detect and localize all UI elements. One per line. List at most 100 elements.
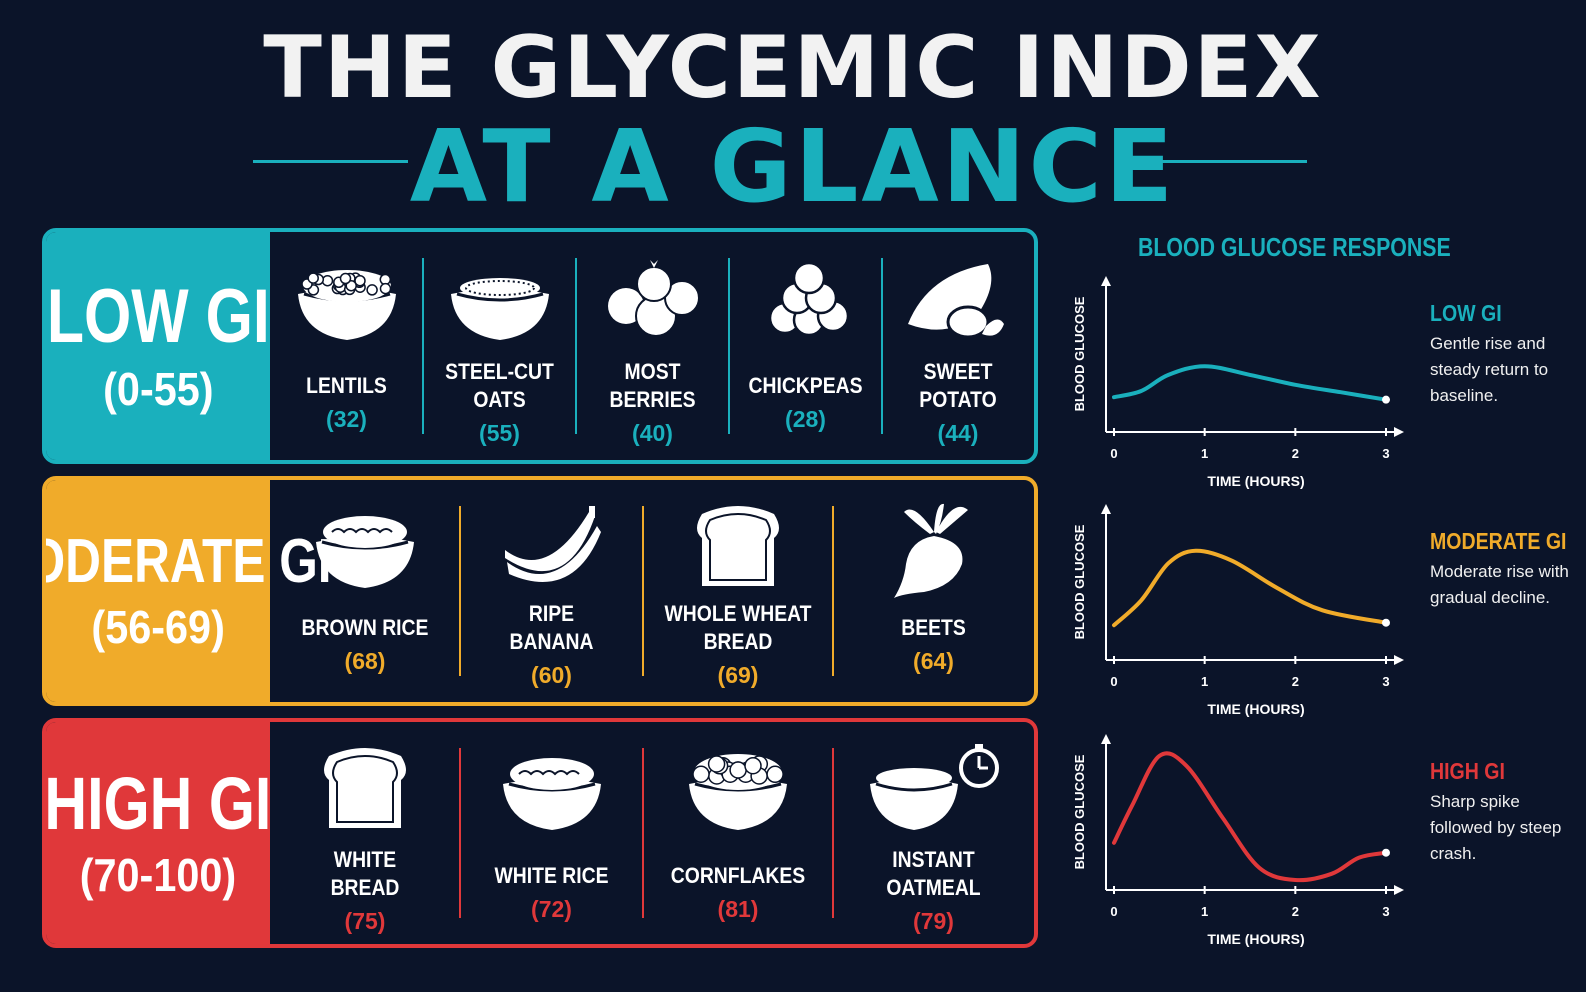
berries-icon [598,254,708,349]
food-label: BEETS [901,615,966,640]
glucose-curve-high [1112,751,1388,883]
x-tick-label: 0 [1110,674,1117,689]
item-divider [459,506,461,676]
category-badge-high: HIGH GI (70-100) [44,722,272,944]
item-divider [422,258,424,434]
gi-value: (69) [717,662,759,688]
title-line-1: THE GLYCEMIC INDEX [263,18,1323,118]
gi-value: (79) [913,908,954,934]
item-divider [642,748,644,918]
x-axis-label: TIME (HOURS) [1207,473,1304,489]
food-label: MOST BERRIES [609,359,696,412]
response-note-title: HIGH GI [1430,758,1505,784]
item-divider [728,258,730,434]
item-divider [575,258,577,434]
bread-slice-icon [315,744,415,839]
x-tick-label: 3 [1382,446,1389,461]
food-item: INSTANT OATMEAL (79) [833,722,1034,944]
panel-high: HIGH GI (70-100) WHITE BREAD (75) WHITE RICE (… [42,718,1038,948]
gi-value: (40) [632,420,673,446]
y-axis-label: BLOOD GLUCOSE [1072,524,1087,639]
food-label: INSTANT OATMEAL [886,847,981,900]
response-note-desc: Sharp spike followed by steep crash. [1430,792,1562,863]
food-item: BROWN RICE (68) [270,480,460,702]
oatmeal-stopwatch-icon [864,744,1004,839]
category-range: (56-69) [91,601,225,653]
glucose-chart-low: 0 1 2 3 TIME (HOURS) BLOOD GLUCOSE [1072,276,1404,489]
category-range: (70-100) [79,849,237,901]
food-label: CORNFLAKES [670,863,806,888]
oats-bowl-icon [445,254,555,349]
gi-value: (72) [531,896,572,922]
curve-end-point [1382,395,1390,404]
x-tick-label: 1 [1201,446,1208,461]
title-rule-right [1152,160,1307,163]
y-axis-arrow [1101,734,1111,744]
food-item: CORNFLAKES (81) [643,722,833,944]
gi-value: (28) [785,406,826,432]
bread-slice-icon [688,502,788,597]
title-line-2: AT A GLANCE [409,108,1177,225]
item-divider [642,506,644,676]
glucose-chart-high: 0 1 2 3 TIME (HOURS) BLOOD GLUCOSE [1072,734,1404,947]
gi-value: (44) [937,420,979,446]
item-divider [881,258,883,434]
food-label: BROWN RICE [301,615,429,640]
gi-value: (55) [479,420,520,446]
x-tick-label: 2 [1292,674,1299,689]
x-tick-label: 3 [1382,674,1389,689]
x-tick-label: 0 [1110,446,1117,461]
category-name: LOW GI [46,274,270,359]
gi-value: (64) [913,648,954,674]
food-item: RIPE BANANA (60) [460,480,643,702]
food-item: WHITE BREAD (75) [270,722,460,944]
y-axis-label: BLOOD GLUCOSE [1072,296,1087,411]
banana-icon [497,502,607,597]
food-label: LENTILS [306,373,387,398]
x-axis-arrow [1394,885,1404,895]
gi-value: (75) [344,908,386,934]
food-label: WHOLE WHEAT BREAD [664,601,812,654]
response-note-high: HIGH GI Sharp spike followed by steep cra… [1430,758,1580,867]
response-note-title: LOW GI [1430,300,1502,326]
x-tick-label: 1 [1201,674,1208,689]
x-axis-label: TIME (HOURS) [1207,701,1304,717]
food-item: WHOLE WHEAT BREAD (69) [643,480,833,702]
response-note-low: LOW GI Gentle rise and steady return to b… [1430,300,1580,409]
gi-value: (32) [326,406,367,432]
chickpeas-icon [751,254,861,349]
rice-bowl-icon [497,744,607,839]
food-label: CHICKPEAS [748,373,863,398]
y-axis-arrow [1101,504,1111,514]
food-label: RIPE BANANA [509,601,594,654]
item-divider [832,748,834,918]
item-divider [832,506,834,676]
x-tick-label: 2 [1292,904,1299,919]
cereal-bowl-icon [683,744,793,839]
food-item: SWEET POTATO (44) [882,232,1034,460]
food-item: STEEL-CUT OATS (55) [423,232,576,460]
glucose-curve-low [1112,364,1388,402]
gi-value: (68) [344,648,386,674]
food-item: WHITE RICE (72) [460,722,643,944]
x-tick-label: 0 [1110,904,1117,919]
response-note-title: MODERATE GI [1430,528,1567,554]
curve-end-point [1382,618,1390,627]
title-rule-left [253,160,408,163]
sweet-potato-icon [898,254,1018,349]
gi-value: (60) [531,662,572,688]
rice-bowl-icon [310,502,420,597]
y-axis-arrow [1101,276,1111,286]
lentils-bowl-icon [292,254,402,349]
category-name: MODERATE GI [46,527,332,596]
x-axis-arrow [1394,427,1404,437]
panel-moderate: MODERATE GI(56-69) BROWN RICE (68) RIPEBANA… [42,476,1038,706]
category-name: HIGH GI [44,762,272,845]
category-badge-low: LOW GI (0-55) [46,232,270,460]
gi-value: (81) [717,896,759,922]
food-item: MOST BERRIES (40) [576,232,729,460]
food-label: WHITE RICE [494,863,609,888]
panel-low: LOW GI (0-55) LENTILS (32) STEEL-CUT OATS (55)… [42,228,1038,464]
x-tick-label: 2 [1292,446,1299,461]
beet-icon [884,502,984,603]
